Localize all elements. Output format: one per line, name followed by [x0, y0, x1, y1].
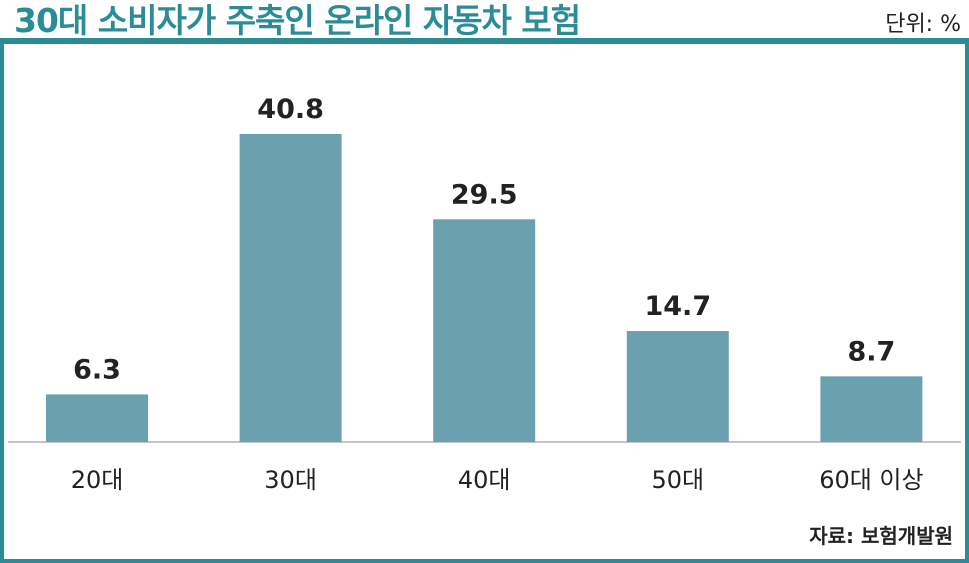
x-tick-label: 60대 이상 — [819, 466, 923, 494]
bar — [46, 394, 148, 442]
chart-frame — [0, 38, 969, 563]
bar — [626, 331, 729, 442]
x-tick-label: 30대 — [264, 466, 317, 494]
data-label: 40.8 — [257, 94, 324, 125]
x-tick-label: 20대 — [71, 466, 124, 494]
bar — [239, 134, 342, 442]
bar — [820, 376, 923, 442]
source-note: 자료: 보험개발원 — [809, 524, 953, 548]
bar — [433, 219, 536, 442]
data-label: 29.5 — [451, 179, 518, 210]
x-tick-label: 50대 — [651, 466, 704, 494]
unit-label: 단위: % — [885, 12, 961, 37]
data-label: 14.7 — [644, 291, 711, 322]
data-label: 6.3 — [73, 354, 121, 385]
data-label: 8.7 — [847, 336, 895, 367]
x-tick-label: 40대 — [458, 466, 511, 494]
chart-title: 30대 소비자가 주축인 온라인 자동차 보험 — [14, 1, 581, 40]
